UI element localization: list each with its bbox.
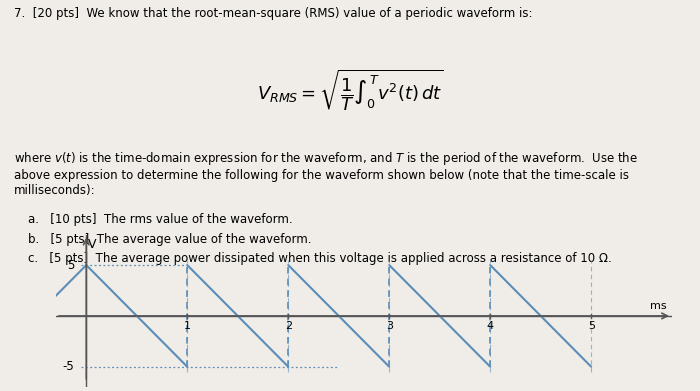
Text: 4: 4 [486,321,493,331]
Text: b.   [5 pts]  The average value of the waveform.: b. [5 pts] The average value of the wave… [28,233,312,246]
Text: -5: -5 [62,360,74,373]
Text: V: V [88,238,97,251]
Text: c.   [5 pts]  The average power dissipated when this voltage is applied across a: c. [5 pts] The average power dissipated … [28,252,612,265]
Text: where $v(t)$ is the time-domain expression for the waveform, and $T$ is the peri: where $v(t)$ is the time-domain expressi… [14,150,638,197]
Text: 1: 1 [184,321,191,331]
Text: a.   [10 pts]  The rms value of the waveform.: a. [10 pts] The rms value of the wavefor… [28,213,293,226]
Text: 7.  [20 pts]  We know that the root-mean-square (RMS) value of a periodic wavefo: 7. [20 pts] We know that the root-mean-s… [14,7,533,20]
Text: ms: ms [650,301,667,311]
Text: 3: 3 [386,321,393,331]
Text: $V_{RMS} = \sqrt{\dfrac{1}{T}\int_{0}^{T} v^2(t)\, dt}$: $V_{RMS} = \sqrt{\dfrac{1}{T}\int_{0}^{T… [256,68,444,113]
Text: 5: 5 [588,321,595,331]
Text: 5: 5 [66,258,74,272]
Text: 2: 2 [285,321,292,331]
